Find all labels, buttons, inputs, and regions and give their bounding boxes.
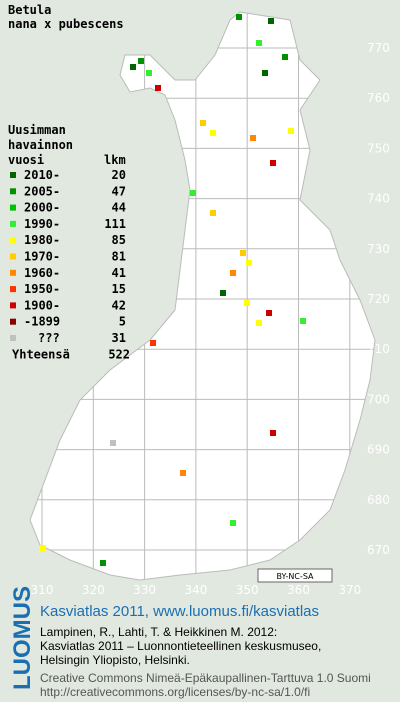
legend-label: 1990- xyxy=(24,217,60,231)
license-badge-text: BY-NC-SA xyxy=(276,572,314,581)
legend-count: 111 xyxy=(104,217,126,231)
legend-label: 1950- xyxy=(24,282,60,296)
citation: Kasviatlas 2011 – Luonnontieteellinen ke… xyxy=(40,639,321,653)
citation: Lampinen, R., Lahti, T. & Heikkinen M. 2… xyxy=(40,625,277,639)
total-label: Yhteensä xyxy=(12,347,70,361)
y-grid-label: 720 xyxy=(367,292,390,306)
legend-count: 5 xyxy=(119,315,126,329)
legend-swatch xyxy=(10,188,16,195)
legend-count: 47 xyxy=(112,184,126,198)
x-grid-label: 330 xyxy=(133,583,156,597)
legend-label: 1900- xyxy=(24,298,60,312)
legend-label: 2005- xyxy=(24,184,60,198)
observation-squares xyxy=(40,14,306,566)
legend-count: 85 xyxy=(112,233,126,247)
y-grid-label: 740 xyxy=(367,192,390,206)
legend-label: ??? xyxy=(38,331,60,345)
legend-count: 31 xyxy=(112,331,126,345)
legend-count: 41 xyxy=(112,266,126,280)
legend-heading: Uusimman xyxy=(8,123,66,137)
legend-swatch xyxy=(10,302,16,309)
license-badge xyxy=(257,568,333,583)
link: Kasviatlas 2011, www.luomus.fi/kasviatla… xyxy=(40,603,319,620)
legend-count: 44 xyxy=(112,201,126,215)
legend-swatch xyxy=(10,204,16,211)
y-grid-label: 710 xyxy=(367,342,390,356)
legend-label: 1980- xyxy=(24,233,60,247)
legend-count: 20 xyxy=(112,168,126,182)
legend-count: 81 xyxy=(112,250,126,264)
legend-heading: havainnon xyxy=(8,138,73,152)
total-value: 522 xyxy=(108,347,130,361)
legend-period-label: vuosi xyxy=(8,153,44,167)
legend-label: 1970- xyxy=(24,250,60,264)
license: http://creativecommons.org/licenses/by-n… xyxy=(40,685,310,699)
grid-labels: 770 760 750 740 730 720 710 700 690 680 670 310 320 3… xyxy=(31,41,390,597)
legend-swatch xyxy=(10,220,16,227)
legend-label: 2010- xyxy=(24,168,60,182)
legend-label: -1899 xyxy=(24,315,60,329)
legend-count: 42 xyxy=(112,298,126,312)
subtitle: nana x pubescens xyxy=(8,17,124,31)
license: Creative Commons Nimeä-Epäkaupallinen-Ta… xyxy=(40,671,371,685)
legend-count: 15 xyxy=(112,282,126,296)
y-grid-label: 680 xyxy=(367,493,390,507)
x-grid-label: 320 xyxy=(82,583,105,597)
citation: Helsingin Yliopisto, Helsinki. xyxy=(40,653,190,667)
x-grid-label: 350 xyxy=(236,583,259,597)
legend-swatch xyxy=(10,335,16,341)
y-grid-label: 750 xyxy=(367,141,390,155)
legend-swatch xyxy=(10,318,16,325)
y-grid-label: 700 xyxy=(367,392,390,406)
x-grid-label: 370 xyxy=(338,583,361,597)
legend-label: 1960- xyxy=(24,266,60,280)
legend-swatch xyxy=(10,253,16,260)
title: Betula xyxy=(8,3,51,17)
legend-label: 2000- xyxy=(24,201,60,215)
x-grid-label: 310 xyxy=(31,583,54,597)
x-grid-label: 340 xyxy=(184,583,207,597)
finland-outline xyxy=(29,11,376,581)
y-grid-label: 670 xyxy=(367,543,390,557)
y-grid-label: 690 xyxy=(367,443,390,457)
y-grid-label: 770 xyxy=(367,41,390,55)
legend-swatch xyxy=(10,286,16,293)
legend-swatch xyxy=(10,172,16,178)
legend-swatch xyxy=(10,269,16,276)
y-grid-label: 760 xyxy=(367,91,390,105)
y-grid-label: 730 xyxy=(367,242,390,256)
legend-swatch xyxy=(10,237,16,244)
brand: LUOMUS xyxy=(9,586,36,690)
legend: 2010- 20 2005- 47 2000- 44 1990- 111 1980- 85 1970… xyxy=(10,168,130,361)
x-grid-label: 360 xyxy=(287,583,310,597)
legend-count-label: lkm xyxy=(104,153,126,167)
